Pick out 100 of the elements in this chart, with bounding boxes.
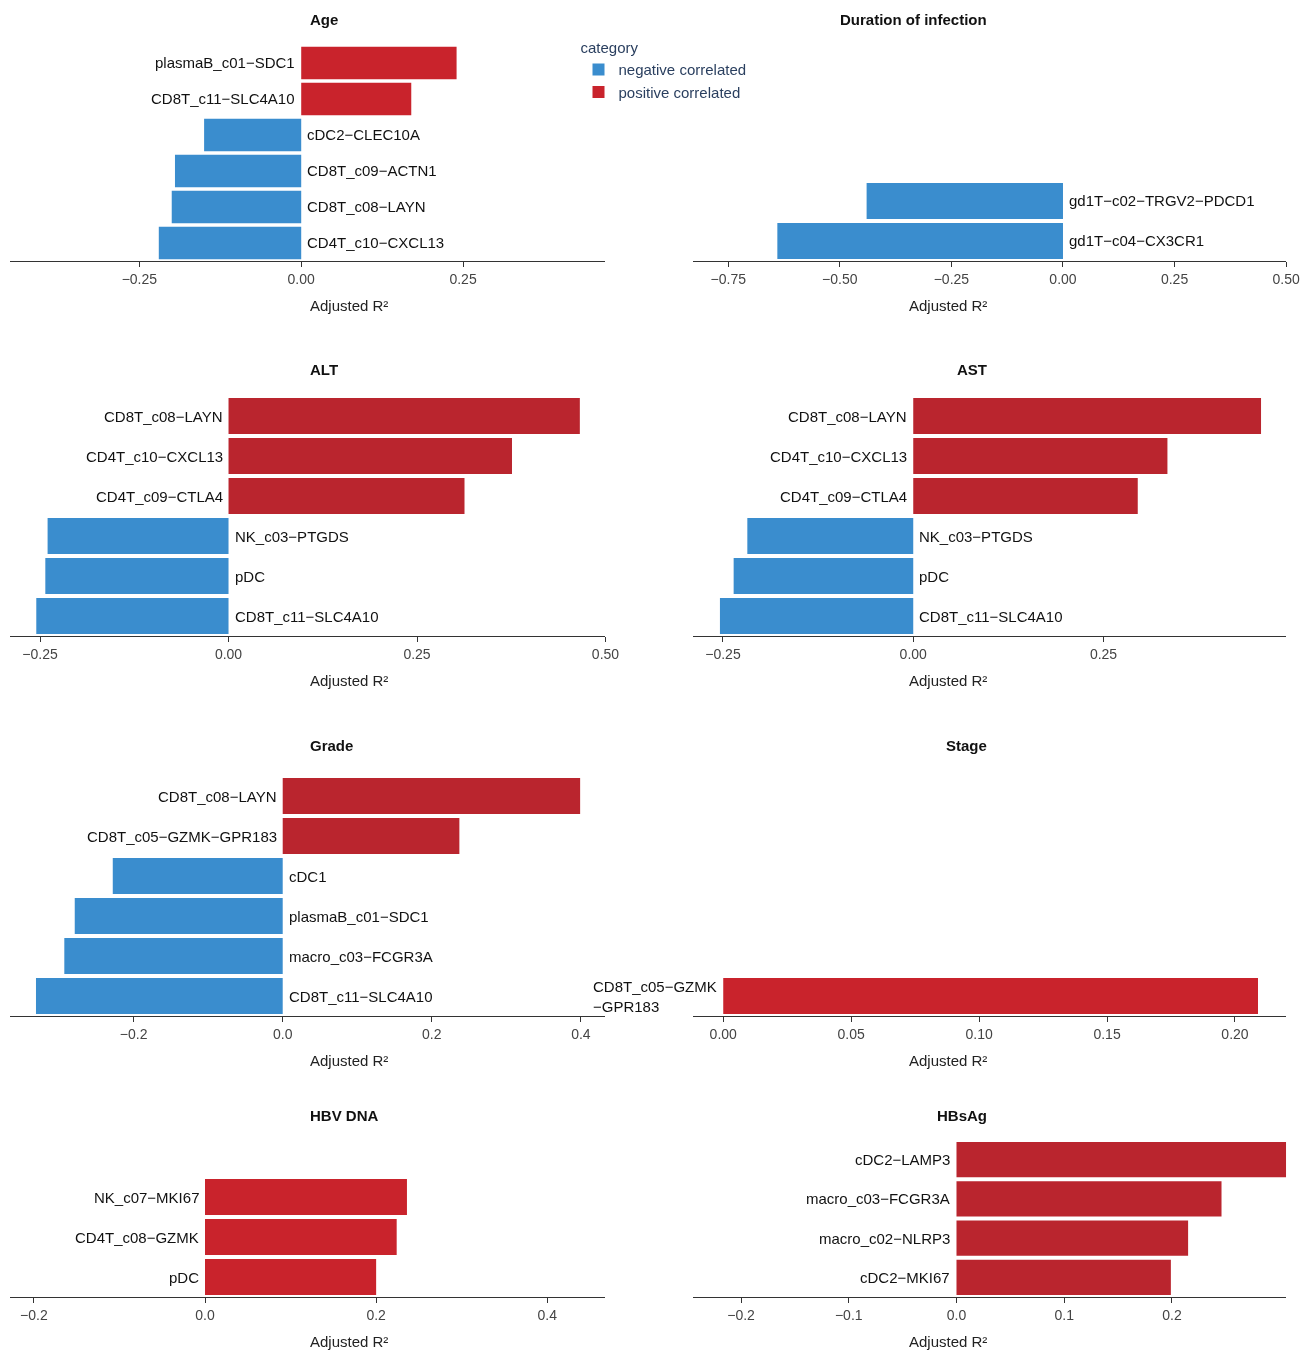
y-tick-label: macro_c03−FCGR3A [289, 948, 433, 965]
x-tick-label: 0.25 [403, 645, 431, 662]
x-tick-label: 0.10 [965, 1025, 993, 1042]
x-tick-label: 0.00 [287, 270, 316, 287]
y-tick-label: CD8T_c05−GZMK −GPR183 [593, 978, 717, 1015]
x-tick-label: 0.0 [272, 1025, 293, 1042]
legend-title: category [580, 39, 639, 57]
bar [301, 46, 457, 80]
y-tick-label: pDC [169, 1269, 200, 1286]
x-tick-label: 0.00 [214, 645, 243, 662]
x-axis-title: Adjusted R² [909, 1052, 988, 1069]
bar [158, 226, 302, 260]
x-axis-title: Adjusted R² [909, 297, 988, 314]
bar [74, 898, 283, 934]
bar [35, 978, 283, 1014]
bar [747, 518, 914, 554]
x-tick-label: −0.25 [22, 645, 58, 662]
x-tick-label: −0.75 [710, 270, 747, 287]
y-tick-label: CD8T_c11−SLC4A10 [289, 988, 433, 1005]
y-tick-label: CD8T_c08−LAYN [104, 408, 223, 425]
bar [204, 118, 302, 152]
x-axis-title: Adjusted R² [909, 672, 988, 689]
x-tick-label: 0.2 [1162, 1306, 1182, 1323]
x-tick-label: 0.50 [591, 645, 620, 662]
bar [733, 558, 914, 594]
chart-title: Age [310, 11, 339, 28]
chart-title: HBsAg [937, 1107, 988, 1124]
bar [956, 1141, 1287, 1178]
x-tick-label: 0.00 [709, 1025, 738, 1042]
bar [282, 818, 460, 854]
bar [301, 82, 412, 116]
bar [228, 398, 580, 434]
bar [45, 558, 229, 594]
x-axis-title: Adjusted R² [310, 297, 389, 314]
x-tick-label: 0.00 [1049, 270, 1077, 287]
bar [228, 478, 465, 514]
x-tick-label: 0.05 [837, 1025, 866, 1042]
y-tick-label: NK_c07−MKI67 [94, 1189, 200, 1206]
bar [282, 778, 581, 814]
y-tick-label: CD4T_c10−CXCL13 [770, 448, 908, 465]
bar [228, 438, 512, 474]
x-tick-label: −0.2 [20, 1306, 48, 1323]
y-tick-label: cDC2−MKI67 [860, 1269, 950, 1286]
bar [913, 398, 1262, 434]
x-tick-label: 0.4 [571, 1025, 591, 1042]
x-tick-label: 0.0 [195, 1306, 215, 1323]
bar [956, 1220, 1189, 1256]
x-tick-label: 0.25 [1160, 270, 1189, 287]
y-tick-label: macro_c02−NLRP3 [819, 1230, 951, 1247]
x-tick-label: 0.1 [1054, 1306, 1075, 1323]
bar [36, 598, 229, 634]
chart-title: HBV DNA [310, 1107, 379, 1124]
x-tick-label: 0.2 [366, 1306, 387, 1323]
x-tick-label: −0.1 [834, 1306, 863, 1323]
x-axis-title: Adjusted R² [310, 1052, 389, 1069]
y-tick-label: plasmaB_c01−SDC1 [155, 54, 295, 71]
x-axis-title: Adjusted R² [310, 1333, 389, 1350]
x-tick-label: 0.20 [1221, 1025, 1249, 1042]
x-tick-label: 0.2 [422, 1025, 442, 1042]
bar [719, 598, 914, 634]
y-tick-label: CD4T_c10−CXCL13 [86, 448, 224, 465]
x-tick-label: −0.25 [121, 270, 158, 287]
y-tick-label: CD8T_c11−SLC4A10 [235, 608, 379, 625]
y-tick-label: CD4T_c09−CTLA4 [780, 488, 908, 505]
bar [913, 478, 1138, 514]
chart-title: Grade [310, 737, 354, 754]
y-tick-label: CD4T_c08−GZMK [75, 1229, 199, 1246]
x-tick-label: −0.2 [727, 1306, 756, 1323]
x-tick-label: 0.25 [449, 270, 477, 287]
x-tick-label: 0.0 [946, 1306, 967, 1323]
y-tick-label: CD4T_c10−CXCL13 [307, 234, 445, 251]
x-tick-label: −0.25 [933, 270, 970, 287]
bar [956, 1181, 1222, 1217]
x-axis-title: Adjusted R² [909, 1333, 988, 1350]
chart-title: Stage [946, 737, 987, 754]
bar [64, 938, 283, 974]
chart-title: AST [957, 361, 987, 378]
y-tick-label: NK_c03−PTGDS [235, 528, 349, 545]
y-tick-label: pDC [919, 568, 950, 585]
legend-label: negative correlated [618, 61, 747, 79]
y-tick-label: CD8T_c08−LAYN [788, 408, 907, 425]
y-tick-label: gd1T−c04−CX3CR1 [1069, 232, 1205, 249]
y-tick-label: cDC1 [289, 868, 327, 885]
y-tick-label: NK_c03−PTGDS [919, 528, 1033, 545]
y-tick-label: plasmaB_c01−SDC1 [289, 908, 429, 925]
x-tick-label: −0.50 [822, 270, 858, 287]
y-tick-label: gd1T−c02−TRGV2−PDCD1 [1069, 192, 1255, 209]
bar [112, 858, 283, 894]
x-tick-label: −0.2 [119, 1025, 148, 1042]
bar [171, 190, 302, 224]
chart-title: ALT [310, 361, 339, 378]
x-tick-label: −0.25 [705, 645, 741, 662]
legend-label: positive correlated [618, 83, 741, 101]
chart-title: Duration of infection [840, 11, 987, 28]
x-tick-label: 0.4 [537, 1306, 558, 1323]
y-tick-label: CD8T_c08−LAYN [158, 788, 277, 805]
x-tick-label: 0.00 [899, 645, 928, 662]
x-tick-label: 0.25 [1089, 645, 1118, 662]
x-tick-label: 0.15 [1093, 1025, 1121, 1042]
y-tick-label: cDC2−CLEC10A [307, 126, 420, 143]
